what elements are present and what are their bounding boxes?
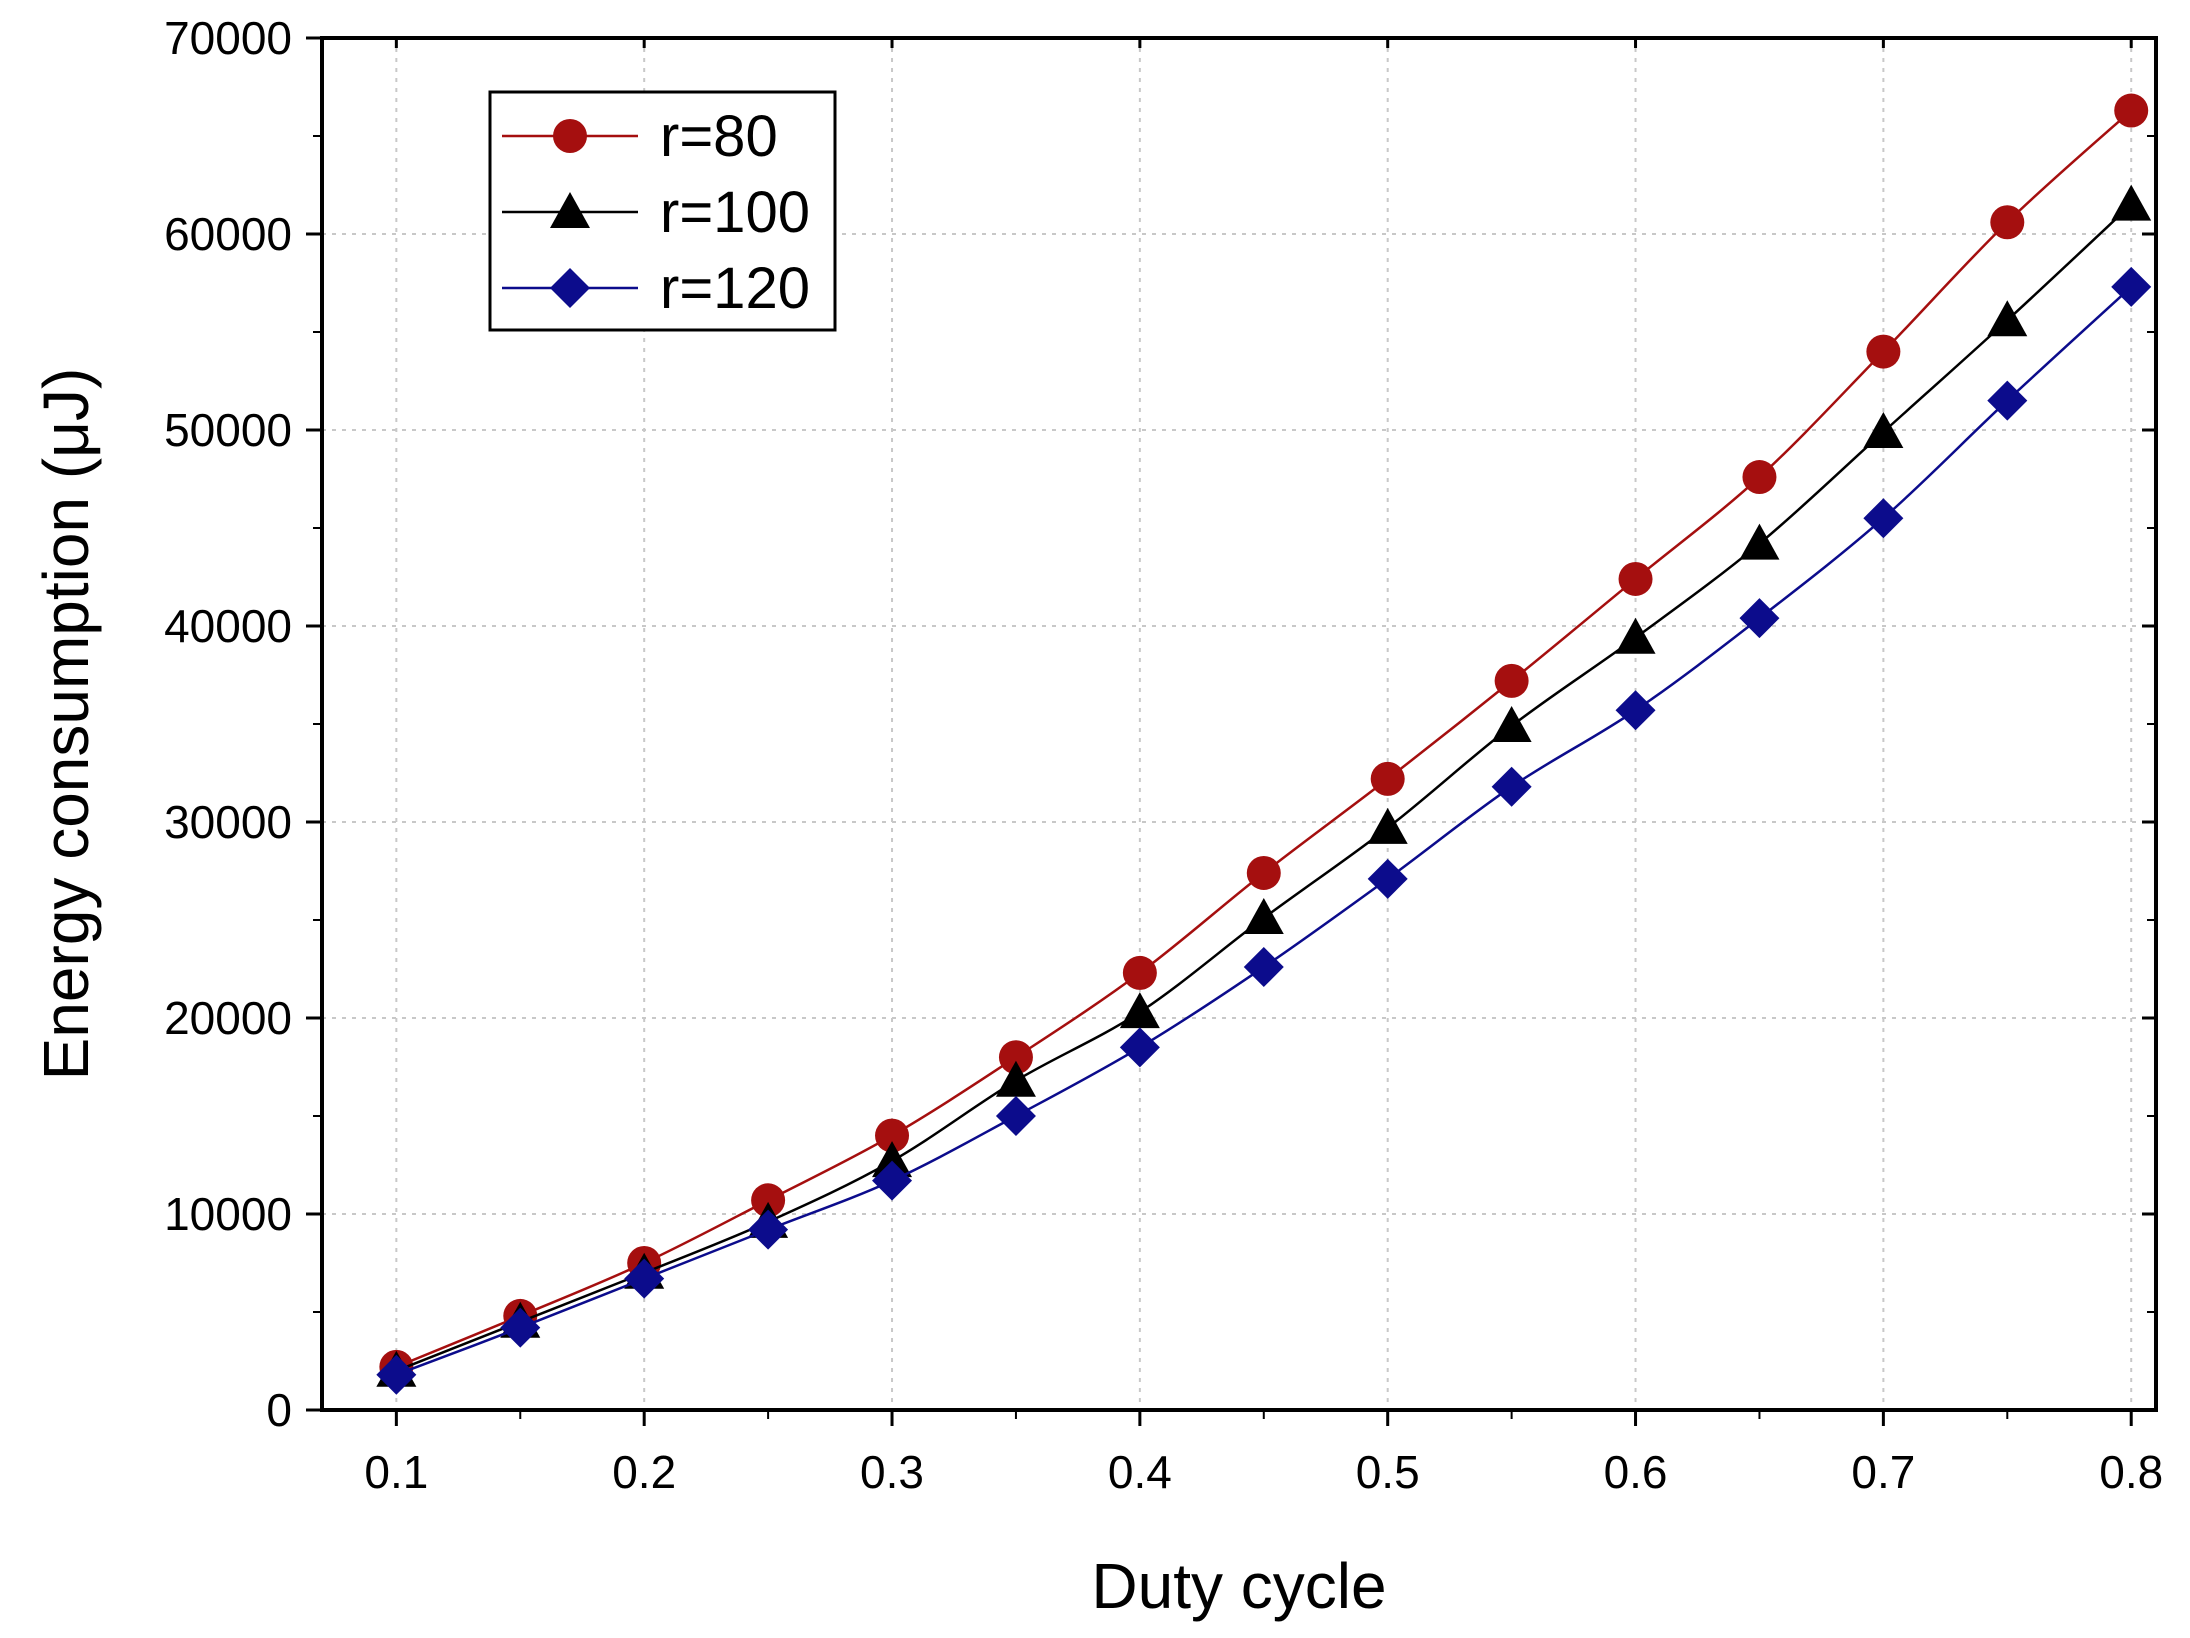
legend-item: r=80 (502, 104, 778, 169)
legend-item: r=120 (502, 256, 810, 321)
y-axis-title: Energy consumption (μJ) (30, 368, 102, 1081)
data-point (1615, 690, 1656, 731)
legend-item: r=100 (502, 180, 810, 245)
x-tick-label: 0.8 (2099, 1446, 2163, 1498)
data-point (1990, 205, 2025, 240)
series-r-100 (376, 184, 2152, 1387)
data-point (1246, 855, 1281, 890)
data-point (1491, 766, 1532, 807)
x-axis-title: Duty cycle (1091, 1550, 1386, 1622)
x-tick-label: 0.4 (1108, 1446, 1172, 1498)
data-series (376, 93, 2152, 1395)
legend-marker (553, 119, 587, 153)
series-line (395, 203, 2133, 1372)
data-point (2114, 93, 2149, 128)
data-point (751, 1183, 786, 1218)
y-tick-label: 10000 (164, 1188, 292, 1240)
data-point (624, 1258, 665, 1299)
data-point (1243, 898, 1284, 935)
data-point (872, 1160, 913, 1201)
data-point (376, 1354, 417, 1395)
legend: r=80 r=100 r=120 (488, 90, 837, 332)
legend-label: r=80 (660, 104, 778, 169)
legend-label: r=100 (660, 180, 810, 245)
data-point (872, 1141, 913, 1178)
data-point (1367, 807, 1408, 844)
data-point (1491, 705, 1532, 742)
legend-marker (550, 268, 590, 308)
data-point (1243, 947, 1284, 988)
data-point (748, 1209, 789, 1250)
x-tick-label: 0.6 (1604, 1446, 1668, 1498)
data-point (1866, 334, 1901, 369)
data-point (1739, 598, 1780, 639)
data-point (995, 1060, 1036, 1097)
data-point (1119, 992, 1160, 1029)
data-point (2111, 266, 2152, 307)
data-point (998, 1040, 1033, 1075)
legend-label: r=120 (660, 256, 810, 321)
data-point (875, 1118, 910, 1153)
y-tick-label: 0 (266, 1384, 292, 1436)
series-line (395, 109, 2133, 1369)
y-tick-label: 60000 (164, 208, 292, 260)
series-r-80 (379, 93, 2149, 1384)
y-tick-label: 40000 (164, 600, 292, 652)
y-tick-label: 50000 (164, 404, 292, 456)
data-point (1987, 380, 2028, 421)
data-point (1863, 411, 1904, 448)
data-point (1370, 761, 1405, 796)
data-point (1494, 663, 1529, 698)
data-point (500, 1307, 541, 1348)
x-tick-label: 0.1 (364, 1446, 428, 1498)
data-point (1119, 1027, 1160, 1068)
series-line (395, 285, 2133, 1376)
data-point (1739, 523, 1780, 560)
data-point (1987, 300, 2028, 337)
x-tick-label: 0.7 (1851, 1446, 1915, 1498)
data-point (1863, 498, 1904, 539)
data-point (1618, 561, 1653, 596)
x-tick-label: 0.2 (612, 1446, 676, 1498)
axis-ticks: 0.1 0.2 0.3 0.4 0.5 0.6 0.7 0.8 0 10000 20000 30000… (164, 12, 2163, 1498)
data-point (1742, 460, 1777, 495)
series-r-120 (376, 266, 2152, 1395)
x-tick-label: 0.3 (860, 1446, 924, 1498)
data-point (1367, 858, 1408, 899)
data-point (2111, 184, 2152, 221)
legend-marker (550, 192, 590, 228)
data-point (995, 1096, 1036, 1136)
y-tick-label: 70000 (164, 12, 292, 64)
x-tick-label: 0.5 (1356, 1446, 1420, 1498)
y-tick-label: 20000 (164, 992, 292, 1044)
data-point (1615, 617, 1656, 654)
data-point (1122, 955, 1157, 990)
y-tick-label: 30000 (164, 796, 292, 848)
plot-frame (320, 36, 2158, 1412)
